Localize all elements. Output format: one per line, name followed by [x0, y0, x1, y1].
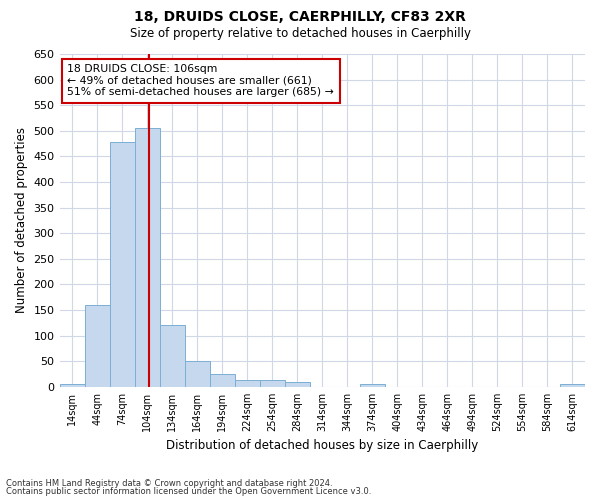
Bar: [160, 326, 185, 387]
Bar: [260, 380, 285, 387]
Text: 18, DRUIDS CLOSE, CAERPHILLY, CF83 2XR: 18, DRUIDS CLOSE, CAERPHILLY, CF83 2XR: [134, 10, 466, 24]
Text: 18 DRUIDS CLOSE: 106sqm
← 49% of detached houses are smaller (661)
51% of semi-d: 18 DRUIDS CLOSE: 106sqm ← 49% of detache…: [67, 64, 334, 97]
Text: Contains public sector information licensed under the Open Government Licence v3: Contains public sector information licen…: [6, 487, 371, 496]
Bar: [134, 128, 160, 387]
Text: Size of property relative to detached houses in Caerphilly: Size of property relative to detached ho…: [130, 28, 470, 40]
Bar: [59, 384, 85, 387]
Bar: [110, 142, 134, 387]
Bar: [360, 384, 385, 387]
Bar: [85, 305, 110, 387]
Bar: [185, 362, 209, 387]
X-axis label: Distribution of detached houses by size in Caerphilly: Distribution of detached houses by size …: [166, 440, 478, 452]
Bar: [285, 382, 310, 387]
Y-axis label: Number of detached properties: Number of detached properties: [15, 128, 28, 314]
Text: Contains HM Land Registry data © Crown copyright and database right 2024.: Contains HM Land Registry data © Crown c…: [6, 478, 332, 488]
Bar: [235, 380, 260, 387]
Bar: [209, 374, 235, 387]
Bar: [560, 384, 585, 387]
